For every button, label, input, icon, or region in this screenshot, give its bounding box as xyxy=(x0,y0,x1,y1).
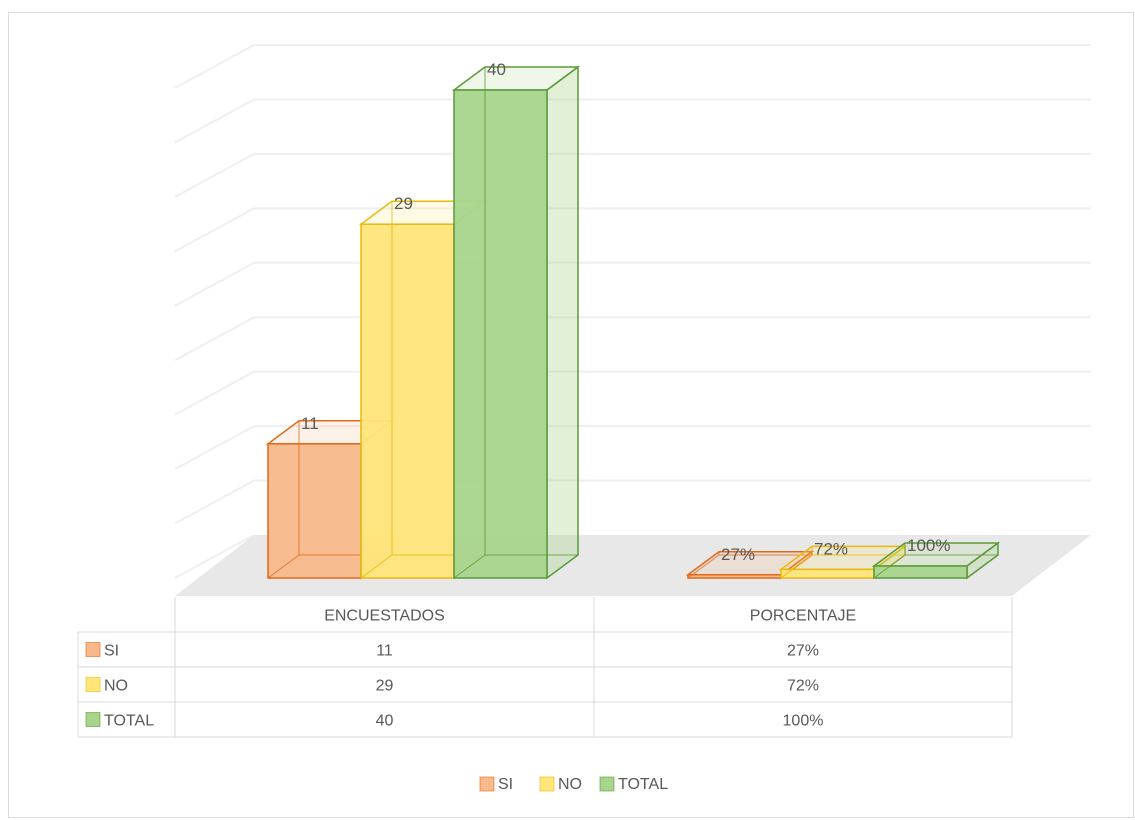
legend: SI NO TOTAL xyxy=(479,776,668,793)
table-legend-key xyxy=(85,712,101,727)
table-cell: 27% xyxy=(787,643,819,660)
table-legend-key xyxy=(85,642,101,657)
gridline-side xyxy=(174,261,255,307)
data-table: ENCUESTADOS PORCENTAJE SI 11 27% NO 29 72% TOTAL… xyxy=(77,597,1013,738)
table-cell: 72% xyxy=(787,678,819,695)
chart-bars xyxy=(265,65,1001,580)
table-row-label: NO xyxy=(104,678,128,695)
bar-total-encuestados xyxy=(451,65,581,580)
table-header: ENCUESTADOS xyxy=(324,608,445,625)
gridline-side xyxy=(174,98,255,144)
data-label: 11 xyxy=(301,414,319,433)
chart-data-labels: 11 29 40 27% 72% 100% xyxy=(301,60,950,564)
table-row-label: SI xyxy=(104,643,119,660)
legend-label: SI xyxy=(498,776,513,793)
data-label: 27% xyxy=(721,545,755,564)
gridline-side xyxy=(174,44,255,89)
bar-total-porcentaje xyxy=(871,541,1001,580)
table-legend-key xyxy=(85,677,101,692)
table-cell: 29 xyxy=(376,678,394,695)
gridline-side xyxy=(174,534,255,579)
gridline-side xyxy=(174,207,255,253)
gridline-side xyxy=(174,316,255,362)
gridline-side xyxy=(174,425,255,470)
data-label: 72% xyxy=(814,539,848,558)
table-header: PORCENTAJE xyxy=(750,608,856,625)
legend-key xyxy=(599,776,615,792)
gridline-side xyxy=(174,370,255,416)
chart-frame xyxy=(8,12,1134,818)
table-cell: 11 xyxy=(376,643,393,660)
legend-label: NO xyxy=(558,776,582,793)
legend-key xyxy=(539,776,555,792)
legend-key xyxy=(479,776,495,792)
table-row-label: TOTAL xyxy=(104,713,154,730)
table-cell: 40 xyxy=(376,713,394,730)
data-label: 40 xyxy=(487,60,506,79)
gridline-side xyxy=(174,479,255,525)
gridline-side xyxy=(174,153,255,198)
table-cell: 100% xyxy=(783,713,824,730)
data-label: 100% xyxy=(907,536,950,555)
data-label: 29 xyxy=(394,194,413,213)
legend-label: TOTAL xyxy=(618,776,668,793)
